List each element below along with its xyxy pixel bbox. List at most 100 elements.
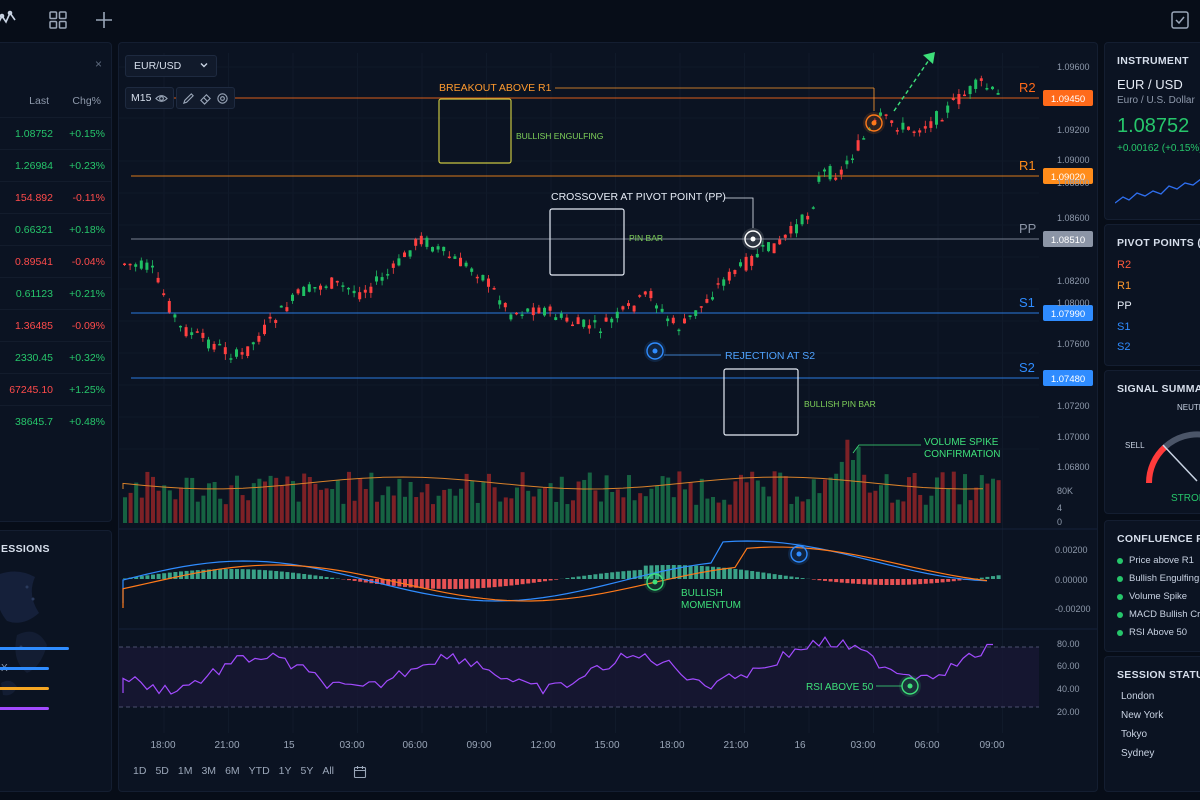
candle-body xyxy=(666,318,670,322)
eraser-icon[interactable] xyxy=(199,92,212,105)
watchlist-row[interactable]: 67245.10 +1.25% xyxy=(0,373,111,405)
volume-bar xyxy=(912,473,917,523)
macd-histogram-bar xyxy=(722,567,727,579)
rsi-marker-dot xyxy=(907,683,913,689)
macd-histogram-bar xyxy=(139,576,144,579)
watchlist-row[interactable]: 38645.7 +0.48% xyxy=(0,405,111,437)
pivot-item-s2[interactable]: S2 xyxy=(1117,341,1131,353)
candle-body xyxy=(576,317,580,325)
macd-histogram-bar xyxy=(291,572,295,579)
candle-body xyxy=(638,295,642,297)
watchlist-row[interactable]: 154.892 -0.11% xyxy=(0,181,111,213)
volume-bar xyxy=(705,498,710,523)
range-button-5d[interactable]: 5D xyxy=(155,765,169,777)
last-column-header[interactable]: Last xyxy=(29,95,49,107)
volume-bar xyxy=(554,501,559,523)
macd-histogram-bar xyxy=(621,571,626,579)
rsi-line xyxy=(122,636,994,695)
indicator-icon[interactable] xyxy=(0,8,18,32)
macd-histogram-bar xyxy=(935,579,939,583)
signal-gauge xyxy=(1145,431,1200,484)
candle-body xyxy=(694,310,698,316)
candle-body xyxy=(727,271,731,281)
confluence-item: Volume Spike xyxy=(1117,591,1187,602)
watchlist-row[interactable]: 1.26984 +0.23% xyxy=(0,149,111,181)
annotation-volume-spike: VOLUME SPIKE xyxy=(924,437,999,448)
macd-histogram-bar xyxy=(431,579,435,589)
volume-bar xyxy=(632,500,637,523)
chg-column-header[interactable]: Chg% xyxy=(72,95,101,107)
macd-histogram-bar xyxy=(800,578,805,579)
range-button-1m[interactable]: 1M xyxy=(177,765,193,777)
candle-body xyxy=(571,324,574,327)
volume-bar xyxy=(358,478,363,523)
pivot-item-r1[interactable]: R1 xyxy=(1117,279,1132,292)
volume-bar xyxy=(425,483,430,523)
price-chart[interactable]: R2 1.09450 R1 1.09020 PP 1.08510 S1 1.07990 S2 1.… xyxy=(119,43,1098,792)
volume-bar xyxy=(509,498,514,523)
close-icon[interactable]: × xyxy=(95,57,103,71)
pivot-item-s1[interactable]: S1 xyxy=(1117,320,1131,333)
x-axis-tick: 06:00 xyxy=(914,740,939,751)
volume-bar xyxy=(783,476,788,523)
macd-histogram-bar xyxy=(363,579,368,583)
bullish-pin-bar-box xyxy=(723,368,799,436)
pivot-level-value: 1.07480 xyxy=(1051,374,1085,385)
range-button-5y[interactable]: 5Y xyxy=(300,765,314,777)
range-button-3m[interactable]: 3M xyxy=(201,765,217,777)
range-button-6m[interactable]: 6M xyxy=(225,765,240,777)
timeframe-button[interactable]: M15 xyxy=(125,87,175,109)
candle-body xyxy=(828,166,832,180)
range-button-1d[interactable]: 1D xyxy=(133,765,147,777)
watchlist-change: +0.32% xyxy=(69,352,105,364)
macd-histogram-bar xyxy=(201,569,206,579)
sessions-panel: ESSIONS X xyxy=(0,530,112,792)
eye-icon[interactable] xyxy=(155,92,169,105)
plus-icon[interactable] xyxy=(92,8,116,32)
volume-bar xyxy=(722,499,727,523)
grid-icon[interactable] xyxy=(46,8,70,32)
volume-bar xyxy=(884,474,889,523)
watchlist-row[interactable]: 1.08752 +0.15% xyxy=(0,117,111,149)
symbol-select[interactable]: EUR/USD xyxy=(125,55,217,77)
volume-bar xyxy=(823,479,827,523)
macd-signal-marker-dot xyxy=(796,551,802,557)
signal-line xyxy=(122,546,988,608)
watchlist-row[interactable]: 0.61123 +0.21% xyxy=(0,277,111,309)
macd-histogram-bar xyxy=(218,569,223,579)
instrument-symbol: EUR / USD xyxy=(1117,77,1183,92)
volume-bar xyxy=(229,485,234,523)
macd-histogram-bar xyxy=(302,573,307,579)
candle-body xyxy=(212,343,216,350)
calendar-icon[interactable] xyxy=(353,765,367,779)
macd-histogram-bar xyxy=(862,579,867,585)
macd-histogram-bar xyxy=(918,579,923,585)
range-button-1y[interactable]: 1Y xyxy=(278,765,292,777)
watchlist-row[interactable]: 1.36485 -0.09% xyxy=(0,309,111,341)
watchlist-change: +0.48% xyxy=(69,416,105,428)
volume-bar xyxy=(341,503,346,523)
candle-body xyxy=(436,246,440,250)
watchlist-row[interactable]: 0.89541 -0.04% xyxy=(0,245,111,277)
pencil-icon[interactable] xyxy=(182,92,195,105)
chart-panel[interactable]: R2 1.09450 R1 1.09020 PP 1.08510 S1 1.07990 S2 1.… xyxy=(118,42,1098,792)
candle-body xyxy=(783,234,787,238)
pivot-item-r2[interactable]: R2 xyxy=(1117,259,1132,271)
macd-histogram-bar xyxy=(173,571,178,579)
watchlist-row[interactable]: 2330.45 +0.32% xyxy=(0,341,111,373)
range-button-all[interactable]: All xyxy=(322,765,335,777)
range-button-ytd[interactable]: YTD xyxy=(248,765,270,777)
target-icon[interactable] xyxy=(216,92,229,105)
rsi-axis-tick: 60.00 xyxy=(1057,661,1080,671)
candle-body xyxy=(677,329,681,332)
watchlist-row[interactable]: 0.66321 +0.18% xyxy=(0,213,111,245)
price-sparkline xyxy=(1115,178,1200,204)
annotation-bullish-pin-bar: BULLISH PIN BAR xyxy=(804,399,876,409)
pivot-item-pp[interactable]: PP xyxy=(1117,300,1132,312)
volume-bar xyxy=(879,485,883,523)
check-icon[interactable] xyxy=(1168,8,1192,32)
macd-histogram-bar xyxy=(901,579,906,585)
macd-histogram-bar xyxy=(554,579,559,580)
macd-histogram-bar xyxy=(531,579,536,583)
macd-histogram-bar xyxy=(509,579,514,586)
